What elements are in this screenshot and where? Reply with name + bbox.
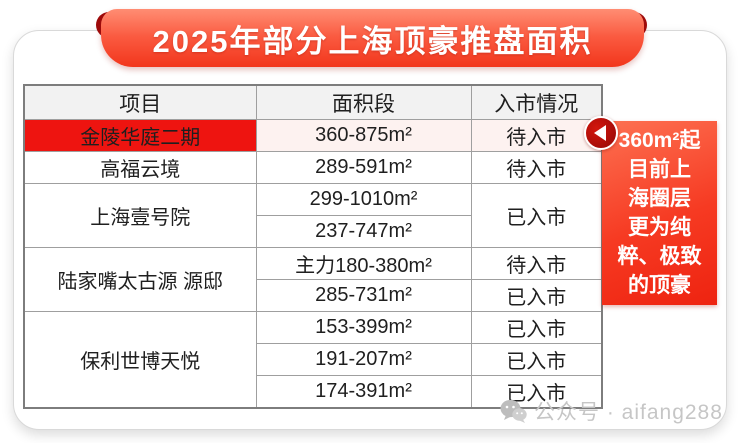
table-row: 高福云境 289-591m² 待入市 (23, 151, 603, 184)
watermark-text: 公众号 · aifang288 (534, 401, 723, 424)
area-table: 项目 面积段 入市情况 金陵华庭二期 360-875m² 待入市 高福云境 28… (23, 84, 603, 409)
table-row: 上海壹号院 299-1010m² 已入市 (23, 183, 603, 248)
project-cell: 高福云境 (23, 151, 257, 184)
status-cell: 已入市 (470, 311, 603, 344)
status-cell: 已入市 (470, 279, 603, 312)
area-cell-highlight: 360-875m² (255, 119, 472, 152)
table-row: 191-207m² 已入市 (24, 343, 603, 376)
status-cell: 待入市 (470, 247, 603, 280)
callout-line: 更为纯 (628, 216, 691, 239)
table-row: 陆家嘴太古源 源邸 主力180-380m² 待入市 (23, 247, 603, 312)
table-row: 金陵华庭二期 360-875m² 待入市 (23, 119, 603, 152)
area-cell: 237-747m² (255, 215, 472, 248)
table-row: 174-391m² 已入市 (24, 375, 603, 409)
project-cell: 保利世博天悦 (23, 311, 257, 409)
arrow-left-triangle (593, 125, 606, 141)
area-cell: 153-399m² (255, 311, 472, 344)
wechat-icon (500, 399, 527, 423)
callout-line: 目前上 (628, 158, 691, 181)
header-area: 面积段 (255, 84, 472, 120)
table-header-row: 项目 面积段 入市情况 (23, 84, 603, 120)
project-cell: 陆家嘴太古源 源邸 (23, 247, 257, 312)
arrow-left-icon (584, 116, 618, 150)
area-cell: 191-207m² (255, 343, 472, 376)
area-cell: 289-591m² (255, 151, 472, 184)
status-cell: 已入市 (470, 183, 603, 248)
area-cell: 285-731m² (255, 279, 472, 312)
callout-line: 粹、极致 (617, 245, 702, 268)
callout-line: 360m²起 (618, 129, 701, 152)
header-project: 项目 (23, 84, 257, 120)
watermark: 公众号 · aifang288 (500, 396, 723, 426)
project-cell: 上海壹号院 (23, 183, 257, 248)
project-cell-highlight: 金陵华庭二期 (23, 119, 257, 152)
area-cell: 主力180-380m² (255, 247, 472, 280)
table-row: 保利世博天悦 153-399m² 已入市 (23, 311, 603, 409)
status-cell: 已入市 (470, 343, 603, 376)
status-cell-highlight: 待入市 (470, 119, 603, 152)
table-row: 285-731m² 已入市 (24, 279, 603, 312)
status-cell: 已入市 (470, 375, 603, 409)
area-cell: 299-1010m² (255, 183, 472, 216)
callout-line: 海圈层 (628, 187, 691, 210)
header-status: 入市情况 (470, 84, 603, 120)
area-cell: 174-391m² (255, 375, 472, 409)
status-cell: 待入市 (470, 151, 603, 184)
page-title: 2025年部分上海顶豪推盘面积 (152, 23, 593, 59)
title-banner: 2025年部分上海顶豪推盘面积 (101, 9, 644, 67)
callout-line: 的顶豪 (628, 274, 691, 297)
callout-box: 360m²起 目前上 海圈层 更为纯 粹、极致 的顶豪 (602, 121, 717, 305)
